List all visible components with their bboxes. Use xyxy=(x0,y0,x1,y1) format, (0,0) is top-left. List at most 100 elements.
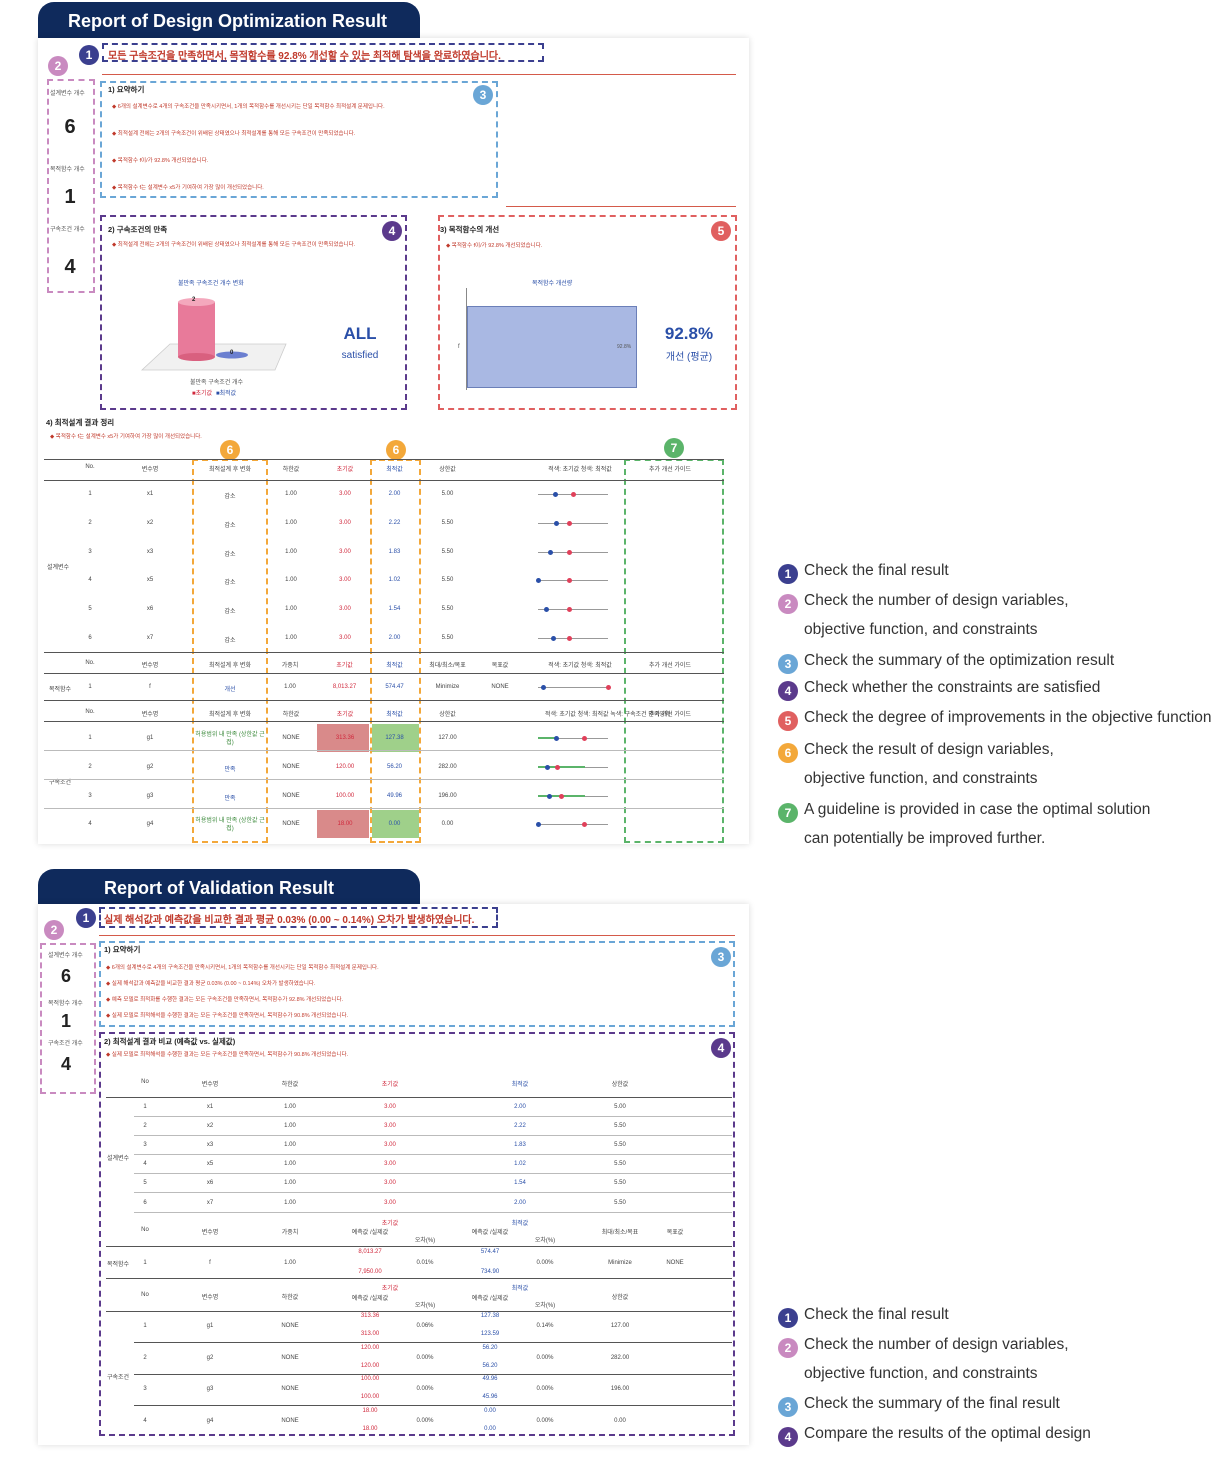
constraints-box xyxy=(100,215,407,410)
row-lower: 1.00 xyxy=(284,1123,296,1129)
row-init-real: 313.00 xyxy=(360,1331,380,1337)
chart-axis-label: 불만족 구속조건 개수 xyxy=(190,380,244,386)
range-marker xyxy=(555,764,561,770)
range-marker xyxy=(553,491,558,497)
badge-2: 2 xyxy=(778,594,798,614)
summary-box xyxy=(100,81,498,198)
row-name: g1 xyxy=(146,735,154,741)
badge-4: 4 xyxy=(711,1038,731,1058)
bar-optimal xyxy=(216,351,248,359)
range-bar xyxy=(538,580,608,581)
annotation-3: 3 Check the summary of the final result xyxy=(778,1394,1060,1417)
range-marker xyxy=(535,821,541,827)
table-header: 초기값 xyxy=(336,663,353,669)
row-group-label: 목적함수 xyxy=(48,687,72,693)
table-header: 하한값 xyxy=(281,1082,299,1088)
row-upper: 282.00 xyxy=(438,764,457,770)
annotation-text: Check the summary of the final result xyxy=(804,1395,1060,1412)
table-header: 추가 개선 가이드 xyxy=(649,712,691,718)
annotation-text: Check the number of design variables, xyxy=(804,1336,1069,1353)
table-header: 오차(%) xyxy=(534,1238,556,1244)
table-rule xyxy=(134,1154,732,1155)
table-header: 상한값 xyxy=(439,467,456,473)
badge-1: 1 xyxy=(778,1308,798,1328)
table-header: 예측값 /실제값 xyxy=(471,1296,509,1302)
annotation-1: 1 Check the final result xyxy=(778,1305,949,1328)
row-name: g2 xyxy=(206,1355,214,1361)
objective-bar-label: 92.8% xyxy=(617,344,632,350)
badge-3: 3 xyxy=(778,1397,798,1417)
summary-title: 1) 요약하기 xyxy=(108,85,145,94)
row-no: 6 xyxy=(143,1200,147,1206)
divider xyxy=(506,206,736,207)
annotation-text: Check the number of design variables, xyxy=(804,592,1069,609)
row-upper: 5.50 xyxy=(441,520,454,526)
row-init-pred: 313.36 xyxy=(360,1313,380,1319)
row-opt-pred: 574.47 xyxy=(480,1249,500,1255)
highlight-infeasible xyxy=(317,810,369,838)
row-change: 만족 xyxy=(224,796,236,802)
row-no: 3 xyxy=(88,549,92,555)
badge-7: 7 xyxy=(664,438,684,458)
row-init: 3.00 xyxy=(339,635,351,641)
row-opt: 574.47 xyxy=(385,684,404,690)
range-marker xyxy=(543,606,549,612)
count-objective-functions: 1 xyxy=(60,1011,71,1031)
range-bar xyxy=(538,523,608,524)
table-header: 초기값 xyxy=(381,1221,399,1227)
row-lower: 1.00 xyxy=(284,1161,296,1167)
row-opt-error: 0.00% xyxy=(536,1355,554,1361)
table-rule xyxy=(44,652,724,653)
row-opt: 0.00 xyxy=(388,821,401,827)
annotation-2: 2 Check the number of design variables, xyxy=(778,591,1069,614)
row-upper: 5.50 xyxy=(614,1161,626,1167)
row-lower: NONE xyxy=(282,821,300,827)
range-bar xyxy=(538,738,608,739)
table-rule xyxy=(44,673,724,674)
table-header: 최적설계 후 변화 xyxy=(209,663,251,669)
count-label: 구속조건 개수 xyxy=(50,227,85,233)
bar-before-label: 2 xyxy=(192,297,196,303)
row-name: f xyxy=(209,1260,211,1266)
row-opt-real: 45.96 xyxy=(482,1394,498,1400)
count-design-variables: 6 xyxy=(60,966,71,986)
table-rule xyxy=(134,1135,732,1136)
row-name: g1 xyxy=(206,1323,214,1329)
row-lower: 1.00 xyxy=(284,1200,296,1206)
annotation-7-cont: can potentially be improved further. xyxy=(804,830,1046,847)
counts-box xyxy=(40,943,96,1094)
row-no: 1 xyxy=(88,735,92,741)
annotation-4: 4 Compare the results of the optimal desi… xyxy=(778,1424,1091,1447)
divider xyxy=(99,935,735,936)
row-name: g3 xyxy=(206,1386,214,1392)
row-init: 3.00 xyxy=(384,1200,396,1206)
count-label: 목적함수 개수 xyxy=(48,1001,83,1007)
row-lower: NONE xyxy=(281,1418,299,1424)
bar-initial-top xyxy=(178,298,215,306)
table-rule xyxy=(44,779,724,780)
row-lower: NONE xyxy=(282,793,300,799)
table-header: 가중치 xyxy=(281,663,299,669)
bar-initial-bottom xyxy=(178,353,215,361)
badge-5: 5 xyxy=(711,221,731,241)
annotation-text: Compare the results of the optimal desig… xyxy=(804,1425,1091,1442)
row-lower: 1.00 xyxy=(285,577,297,583)
row-no: 1 xyxy=(143,1104,147,1110)
report1-title-tab: Report of Design Optimization Result xyxy=(38,2,420,40)
all-satisfied-sub: satisfied xyxy=(341,350,379,361)
table-rule xyxy=(106,1097,732,1098)
constraints-title: 2) 구속조건의 만족 xyxy=(108,225,168,234)
row-opt-real: 56.20 xyxy=(482,1363,498,1369)
row-opt-pred: 0.00 xyxy=(484,1408,496,1414)
count-design-variables: 6 xyxy=(64,116,76,138)
table-header: 오차(%) xyxy=(414,1238,436,1244)
row-name: x5 xyxy=(206,1161,214,1167)
table-rule xyxy=(134,1405,732,1406)
row-group-label: 목적함수 xyxy=(106,1262,130,1268)
table-header: 예측값 /실제값 xyxy=(351,1230,389,1236)
table-header: 추가 개선 가이드 xyxy=(649,663,691,669)
summary-title: 1) 요약하기 xyxy=(104,945,141,954)
table-rule xyxy=(134,1374,732,1375)
table-header: 초기값 xyxy=(381,1082,399,1088)
range-marker xyxy=(554,735,560,741)
